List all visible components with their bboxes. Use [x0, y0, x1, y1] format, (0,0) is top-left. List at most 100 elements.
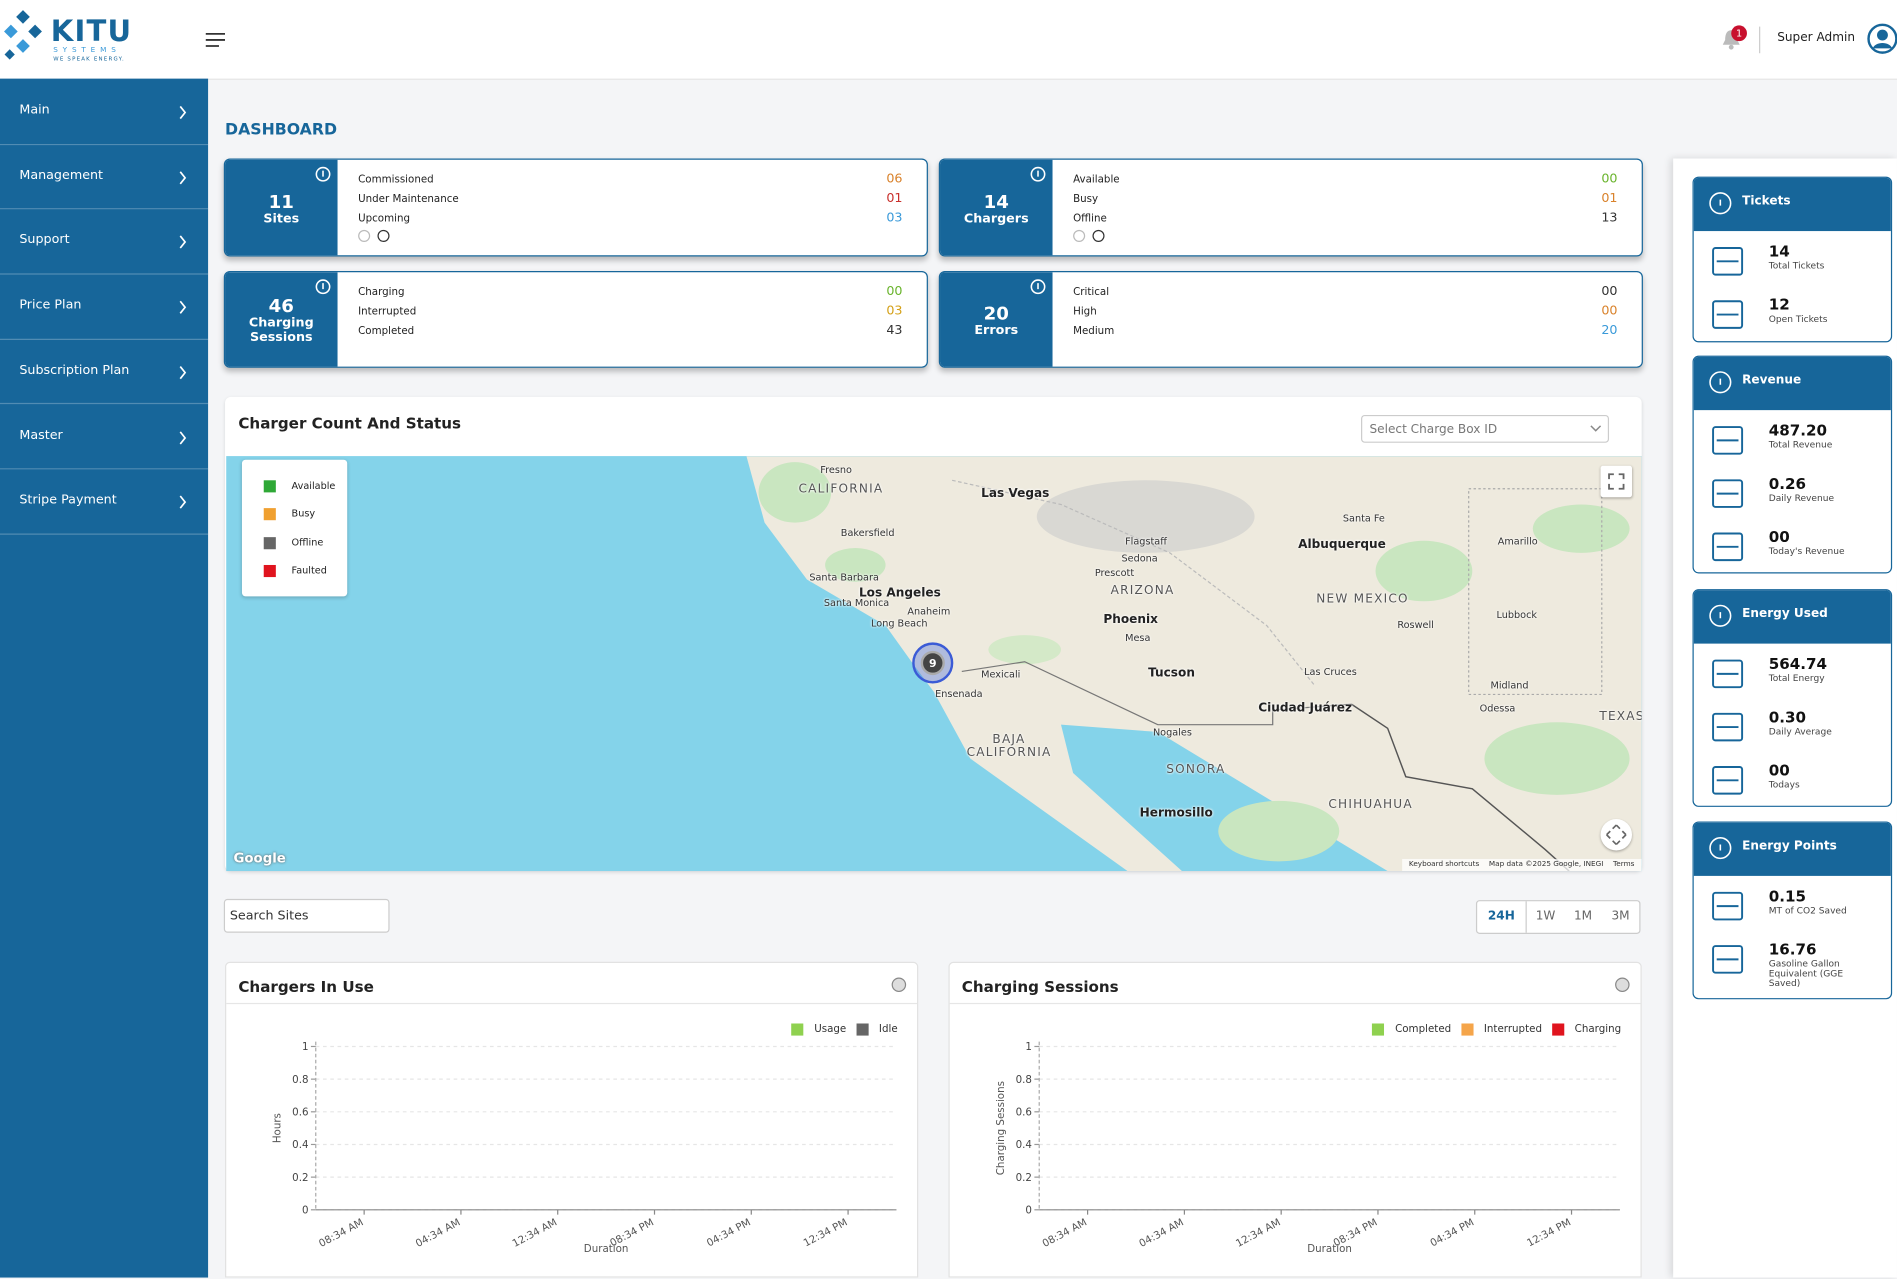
y-tick-label: 0: [1025, 1204, 1032, 1216]
nav-label: Management: [19, 167, 104, 183]
nav-item[interactable]: Stripe Payment: [0, 468, 209, 535]
menu-toggle[interactable]: [205, 32, 226, 48]
side-item-icon-shape: [1712, 659, 1744, 689]
stat-row-label: High: [1073, 306, 1097, 319]
search-sites[interactable]: Search Sites: [223, 898, 390, 933]
side-header-icon-shape: [1709, 371, 1732, 394]
chart-title: Chargers In Use: [238, 977, 374, 996]
nav-label: Price Plan: [19, 297, 82, 313]
nav-item[interactable]: Price Plan: [0, 274, 209, 340]
y-tick-label: 0.2: [1016, 1172, 1032, 1184]
map-fullscreen[interactable]: [1600, 465, 1633, 498]
nav-item[interactable]: Management: [0, 144, 209, 210]
map-recenter[interactable]: [1600, 819, 1633, 851]
pager-next: [377, 229, 390, 242]
y-tick-label: 0.8: [1016, 1074, 1032, 1086]
nav-chevron: [179, 495, 187, 509]
avatar[interactable]: [1867, 23, 1897, 54]
legend-label: Usage: [814, 1023, 847, 1036]
side-card-header: [1693, 590, 1891, 644]
stat-row-value: 01: [886, 191, 903, 206]
fullscreen-path: [1608, 473, 1625, 490]
y-tick-label: 0.6: [292, 1106, 308, 1118]
nav-label: Main: [19, 102, 50, 118]
side-header-icon: [1709, 837, 1732, 860]
x-tick-label: 08:34 AM: [317, 1216, 366, 1249]
side-card: Tickets 14 Total Tickets 12 Open Tickets: [1692, 176, 1893, 343]
stat-row-value: 00: [1601, 171, 1618, 187]
legend-label: Available: [291, 480, 336, 492]
legend-label: Idle: [878, 1023, 898, 1036]
stat-icon-shape: [1030, 279, 1046, 295]
side-item-value: 00: [1768, 527, 1790, 546]
map-label: Roswell: [1397, 619, 1434, 631]
nav-chevron: [179, 430, 187, 444]
map-label: CALIFORNIA: [798, 482, 884, 497]
side-item-label: Daily Revenue: [1768, 492, 1835, 504]
side-item-icon: [1712, 300, 1744, 329]
x-axis-title: Duration: [584, 1243, 629, 1255]
map-footer: Keyboard shortcuts Map data ©2025 Google,…: [1401, 858, 1642, 872]
range-button[interactable]: 1M: [1573, 909, 1593, 924]
stat-row-value: 13: [1601, 210, 1618, 226]
nav-item[interactable]: Support: [0, 209, 209, 275]
cluster-core: [920, 650, 945, 676]
range-button[interactable]: 3M: [1611, 909, 1630, 924]
legend-label: Busy: [291, 508, 316, 520]
side-item-value: 0.26: [1768, 474, 1807, 493]
side-item-icon-shape: [1712, 300, 1744, 329]
user-name[interactable]: Super Admin: [1777, 31, 1856, 45]
legend-label: Charging: [1574, 1023, 1622, 1036]
stat-card: 46 Charging Sessions Charging 00 Interrupted…: [223, 270, 928, 368]
map-label: SONORA: [1166, 763, 1226, 777]
stat-summary: 46 Charging Sessions: [225, 272, 338, 367]
map[interactable]: CALIFORNIA Fresno Las Vegas Bakersfield Sant…: [226, 456, 1642, 872]
y-tick-label: 0.6: [1016, 1106, 1032, 1118]
stat-row-label: Charging: [358, 286, 405, 299]
legend-swatch: [1551, 1023, 1564, 1036]
chart-card: Charging Sessions Completed Interrupted Cha…: [948, 961, 1642, 1278]
legend-item[interactable]: Charging: [1551, 1023, 1622, 1036]
map-label: Sedona: [1121, 552, 1158, 564]
map-title: Charger Count And Status: [238, 413, 462, 432]
side-item-label: Total Energy: [1768, 672, 1825, 684]
chart-menu[interactable]: [890, 976, 907, 993]
legend-item[interactable]: Interrupted: [1460, 1023, 1542, 1036]
side-header-icon: [1709, 371, 1732, 394]
stat-value: 11: [268, 190, 294, 213]
side-item-icon: [1712, 479, 1744, 508]
side-item-icon: [1712, 426, 1744, 455]
legend-swatch: [263, 536, 276, 549]
legend-item[interactable]: Completed: [1372, 1023, 1451, 1036]
logo-icon: [4, 10, 42, 60]
stat-card: 11 Sites Commissioned 06 Under Maintenance 01…: [223, 158, 928, 257]
nav-item[interactable]: Subscription Plan: [0, 338, 209, 405]
chart-header-rule: [226, 1002, 918, 1005]
map-label: CHIHUAHUA: [1328, 798, 1413, 812]
range-button[interactable]: 24H: [1477, 901, 1527, 933]
stat-row-value: 03: [886, 210, 903, 226]
nav-item[interactable]: Main: [0, 79, 209, 145]
map-label: Las Cruces: [1304, 666, 1357, 678]
side-item-label: Open Tickets: [1768, 313, 1828, 325]
side-card-title: Tickets: [1742, 194, 1791, 209]
stat-icon-shape: [315, 279, 331, 295]
map-label: Santa Monica: [823, 597, 890, 609]
stat-card: 14 Chargers Available 00 Busy 01 Offline 13: [938, 158, 1643, 257]
stat-row-label: Critical: [1073, 286, 1110, 299]
stat-row-value: 00: [1601, 284, 1618, 299]
stat-row-label: Offline: [1073, 212, 1107, 226]
legend-item[interactable]: Idle: [855, 1023, 898, 1036]
nav-label: Support: [19, 232, 70, 248]
map-footer-item: Keyboard shortcuts: [1408, 860, 1480, 869]
legend-item[interactable]: Usage: [791, 1023, 847, 1036]
side-item-value: 0.30: [1768, 707, 1807, 726]
side-item-icon-shape: [1712, 479, 1744, 508]
range-button[interactable]: 1W: [1535, 909, 1556, 924]
chart-menu[interactable]: [1614, 976, 1631, 993]
y-axis-title: Charging Sessions: [995, 1081, 1007, 1175]
nav-item[interactable]: Master: [0, 403, 209, 470]
stat-pager: [1073, 229, 1105, 242]
stat-icon-shape: [1030, 166, 1046, 182]
charge-box-select[interactable]: Select Charge Box ID: [1361, 414, 1610, 443]
